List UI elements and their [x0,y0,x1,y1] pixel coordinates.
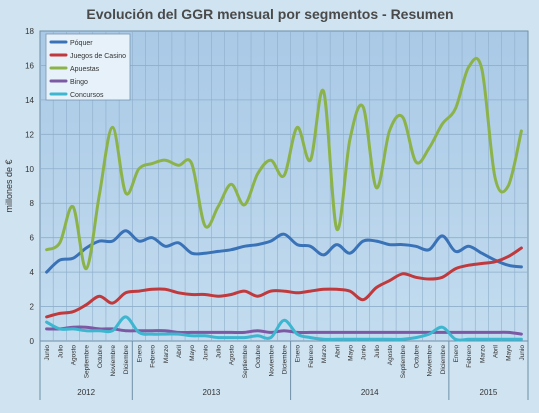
y-tick-label: 2 [30,303,35,312]
x-tick-label: Marzo [163,345,170,363]
legend-label: Apuestas [70,66,100,73]
y-axis-label: millones de € [4,159,14,212]
x-tick-label: Junio [361,345,368,361]
legend-label: Concursos [70,92,104,99]
x-tick-label: Diciembre [123,345,130,375]
x-tick-label: Agosto [229,345,236,366]
series-line-apuestas [45,57,523,271]
x-tick-labels: Junio Julio Agosto Septiembre Octubre Noviemb… [44,344,526,378]
y-tick-label: 12 [25,130,34,139]
x-tick-label: Abril [334,344,341,358]
x-tick-label: Junio [44,345,51,361]
x-tick-label: Abril [493,344,500,358]
y-tick-label: 8 [30,199,35,208]
x-tick-label: Febrero [150,345,157,368]
x-tick-label: Julio [216,345,223,359]
series-line-poquer [45,229,523,274]
year-label: 2014 [361,388,379,397]
x-tick-label: Mayo [189,345,196,361]
x-tick-label: Mayo [506,345,513,361]
chart-title: Evolución del GGR mensual por segmentos … [86,6,453,22]
x-tick-label: Abril [176,344,183,358]
y-tick-label: 10 [25,165,34,174]
x-tick-label: Diciembre [282,345,289,375]
y-tick-label: 0 [30,337,35,346]
x-tick-label: Septiembre [400,345,407,379]
year-labels: 2012 2013 2014 2015 [39,341,529,400]
y-tick-labels: 0 2 4 6 8 10 12 14 16 18 [25,27,34,346]
year-label: 2013 [203,388,221,397]
legend: Póquer Juegos de Casino Apuestas Bingo Concu… [45,33,131,101]
x-tick-label: Diciembre [440,345,447,375]
x-tick-label: Septiembre [84,345,91,379]
x-tick-label: Enero [295,345,302,363]
year-label: 2012 [77,388,95,397]
series-line-juegos-de-casino [45,246,523,319]
x-tick-label: Noviembre [268,345,275,377]
x-tick-label: Marzo [321,345,328,363]
legend-label: Bingo [70,79,88,86]
y-tick-label: 16 [25,61,34,70]
legend-label: Juegos de Casino [70,53,126,60]
x-tick-label: Junio [202,345,209,361]
x-tick-label: Febrero [466,345,473,368]
x-tick-label: Mayo [347,345,354,361]
y-tick-label: 18 [25,27,34,36]
y-tick-label: 6 [30,234,35,243]
x-tick-label: Julio [374,345,381,359]
series-lines [45,57,523,342]
x-tick-label: Agosto [387,345,394,366]
x-tick-label: Octubre [97,345,104,369]
x-tick-label: Noviembre [110,345,117,377]
series-line-concursos [45,315,523,342]
year-label: 2015 [480,388,498,397]
x-tick-label: Octubre [255,345,262,369]
x-tick-label: Agosto [71,345,78,366]
y-tick-label: 4 [30,268,35,277]
legend-label: Póquer [70,40,93,47]
y-tick-label: 14 [25,96,34,105]
x-tick-label: Marzo [479,345,486,363]
x-tick-label: Enero [136,345,143,363]
x-tick-label: Septiembre [242,345,249,379]
x-tick-label: Enero [453,345,460,363]
series-line-bingo [45,325,523,336]
x-tick-label: Julio [57,345,64,359]
x-tick-label: Junio [519,345,526,361]
x-tick-label: Febrero [308,345,315,368]
x-tick-label: Noviembre [427,345,434,377]
x-tick-label: Octubre [413,345,420,369]
